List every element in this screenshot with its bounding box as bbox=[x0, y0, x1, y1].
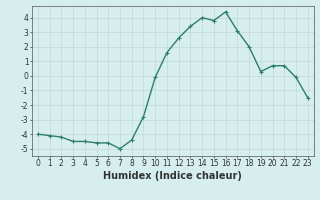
X-axis label: Humidex (Indice chaleur): Humidex (Indice chaleur) bbox=[103, 171, 242, 181]
